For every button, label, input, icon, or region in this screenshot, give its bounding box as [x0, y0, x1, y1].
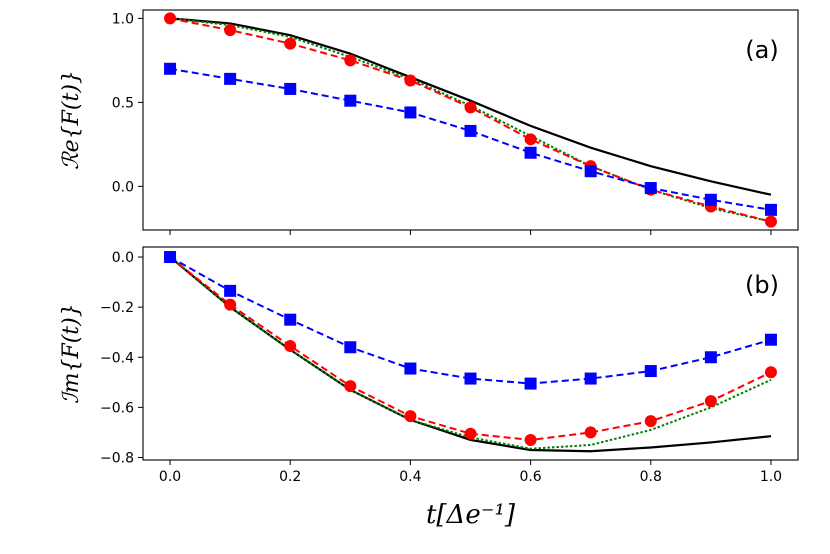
y-tick-label: −0.6 — [100, 400, 134, 416]
series-line-1 — [169, 256, 772, 450]
y-tick-label: 1.0 — [112, 11, 134, 27]
data-point-square — [644, 182, 657, 195]
data-point-circle — [224, 298, 237, 311]
data-point-circle — [524, 433, 537, 446]
series-line-0 — [169, 17, 772, 196]
data-point-square — [584, 165, 597, 178]
data-point-square — [584, 372, 597, 385]
data-point-square — [704, 351, 717, 364]
data-point-square — [464, 372, 477, 385]
data-point-square — [344, 341, 357, 354]
data-point-square — [704, 193, 717, 206]
series-group — [164, 251, 777, 453]
data-point-circle — [284, 37, 297, 50]
data-point-square — [524, 377, 537, 390]
data-point-circle — [404, 74, 417, 87]
y-tick-label: 0.5 — [112, 95, 134, 111]
data-point-circle — [644, 415, 657, 428]
data-point-square — [404, 362, 417, 375]
series-line-3 — [169, 256, 772, 385]
data-point-circle — [584, 426, 597, 439]
data-point-circle — [464, 427, 477, 440]
data-point-circle — [404, 410, 417, 423]
data-point-circle — [344, 380, 357, 393]
data-point-circle — [524, 133, 537, 146]
data-point-circle — [224, 24, 237, 37]
data-point-square — [224, 72, 237, 85]
data-point-square — [164, 62, 177, 75]
x-tick-label: 0.8 — [640, 469, 662, 485]
data-point-square — [764, 203, 777, 216]
series-line-0 — [169, 256, 772, 453]
x-tick-label: 0.0 — [159, 469, 181, 485]
data-point-circle — [464, 101, 477, 114]
panel-label: (b) — [745, 271, 779, 299]
data-point-square — [164, 251, 177, 264]
series-group — [164, 12, 777, 228]
data-point-circle — [704, 395, 717, 408]
series-line-1 — [169, 17, 772, 223]
data-point-square — [644, 365, 657, 378]
series-line-3 — [169, 67, 772, 211]
x-tick-label: 0.6 — [519, 469, 541, 485]
data-point-square — [344, 94, 357, 107]
y-tick-label: −0.2 — [100, 300, 134, 316]
data-point-circle — [764, 215, 777, 228]
data-point-square — [464, 124, 477, 137]
x-tick-label: 0.4 — [399, 469, 421, 485]
x-axis-label: t[Δe⁻¹] — [426, 500, 516, 530]
x-tick-label: 0.2 — [279, 469, 301, 485]
series-line-2 — [169, 17, 772, 223]
y-tick-label: −0.4 — [100, 350, 134, 366]
data-point-circle — [764, 366, 777, 379]
y-tick-label: 0.0 — [112, 250, 134, 266]
data-point-circle — [284, 339, 297, 352]
y-tick-label: −0.8 — [100, 450, 134, 466]
x-tick-label: 1.0 — [760, 469, 782, 485]
panel-b: 0.0 0.2 0.4 0.6 0.8 1.0 −0.8 −0.6 −0.4 −0.2 0.0 (b)… — [59, 246, 799, 530]
data-point-square — [524, 146, 537, 159]
data-point-square — [284, 82, 297, 95]
axes-frame — [142, 246, 799, 461]
y-tick-label: 0.0 — [112, 179, 134, 195]
data-point-square — [224, 284, 237, 297]
data-point-square — [764, 333, 777, 346]
data-point-square — [404, 106, 417, 119]
panel-label: (a) — [745, 36, 778, 64]
data-point-circle — [344, 54, 357, 67]
panel-a: 0.0 0.5 1.0 (a) ℛe{F(t)} — [59, 9, 799, 235]
y-axis-label: ℛe{F(t)} — [59, 70, 84, 170]
series-line-2 — [169, 256, 772, 441]
data-point-square — [284, 313, 297, 326]
axes-frame — [142, 9, 799, 231]
y-axis-label: ℐm{F(t)} — [59, 303, 84, 403]
data-point-circle — [164, 12, 177, 25]
